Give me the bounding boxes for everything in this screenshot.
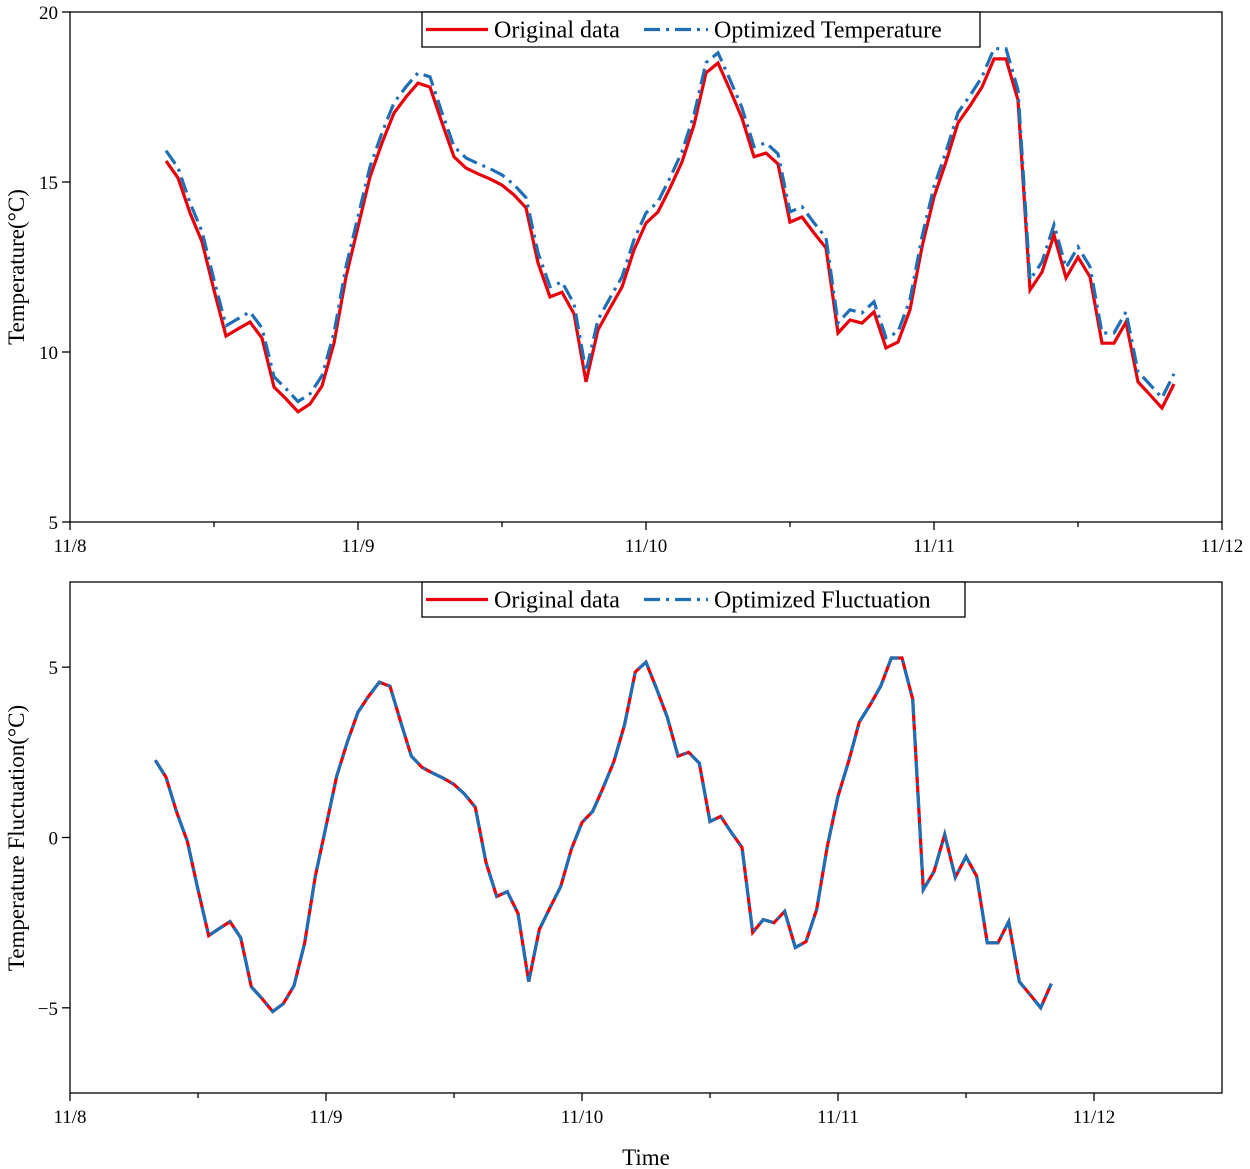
bottom-x-axis-label: Time: [622, 1145, 670, 1169]
top-legend: Original data Optimized Temperature: [421, 11, 981, 48]
top-optimized-series-line: [164, 47, 1176, 404]
top-plot-frame: [69, 11, 1223, 523]
bottom-y-axis-label: Temperature Fluctuation(°C): [4, 705, 29, 971]
bottom-x-tick-label: 11/9: [309, 1107, 342, 1128]
bottom-x-tick-label: 11/12: [1073, 1107, 1116, 1128]
bottom-x-tick-label: 11/8: [53, 1107, 86, 1128]
bottom-y-tick-label: 5: [49, 658, 59, 679]
top-chart: 11/8 11/9 11/10 11/11 11/12 5 10 15 20 Original d…: [39, 3, 1243, 557]
legend-optimized-label: Optimized Temperature: [714, 18, 942, 44]
top-y-axis-label: Temperature(°C): [4, 189, 29, 345]
top-y-tick-label: 15: [39, 173, 58, 194]
top-legend-box: [421, 11, 981, 48]
top-x-tick-label: 11/12: [1201, 536, 1244, 557]
legend-original-label: Original data: [494, 588, 620, 614]
top-y-tick-label: 20: [39, 3, 58, 24]
bottom-x-tick-label: 11/11: [817, 1107, 859, 1128]
bottom-plot-frame: [69, 581, 1223, 1094]
legend-optimized-label: Optimized Fluctuation: [714, 588, 931, 614]
legend-original-label: Original data: [494, 18, 620, 44]
bottom-x-tick-label: 11/10: [561, 1107, 604, 1128]
top-x-tick-label: 11/9: [341, 536, 374, 557]
top-x-tick-label: 11/8: [53, 536, 86, 557]
bottom-chart: 11/8 11/9 11/10 11/11 11/12 −5 0 5 Original data…: [38, 581, 1223, 1128]
top-y-tick-label: 5: [49, 513, 59, 534]
top-x-tick-label: 11/10: [625, 536, 668, 557]
top-y-tick-label: 10: [39, 343, 58, 364]
bottom-y-tick-label: −5: [38, 999, 58, 1020]
top-x-tick-label: 11/11: [913, 536, 955, 557]
bottom-legend: Original data Optimized Fluctuation: [421, 581, 966, 618]
bottom-original-series-line: [153, 656, 1053, 1014]
top-original-series-line: [164, 57, 1176, 414]
bottom-optimized-series-line: [153, 656, 1053, 1014]
bottom-y-tick-label: 0: [49, 829, 59, 850]
bottom-legend-box: [421, 581, 966, 618]
